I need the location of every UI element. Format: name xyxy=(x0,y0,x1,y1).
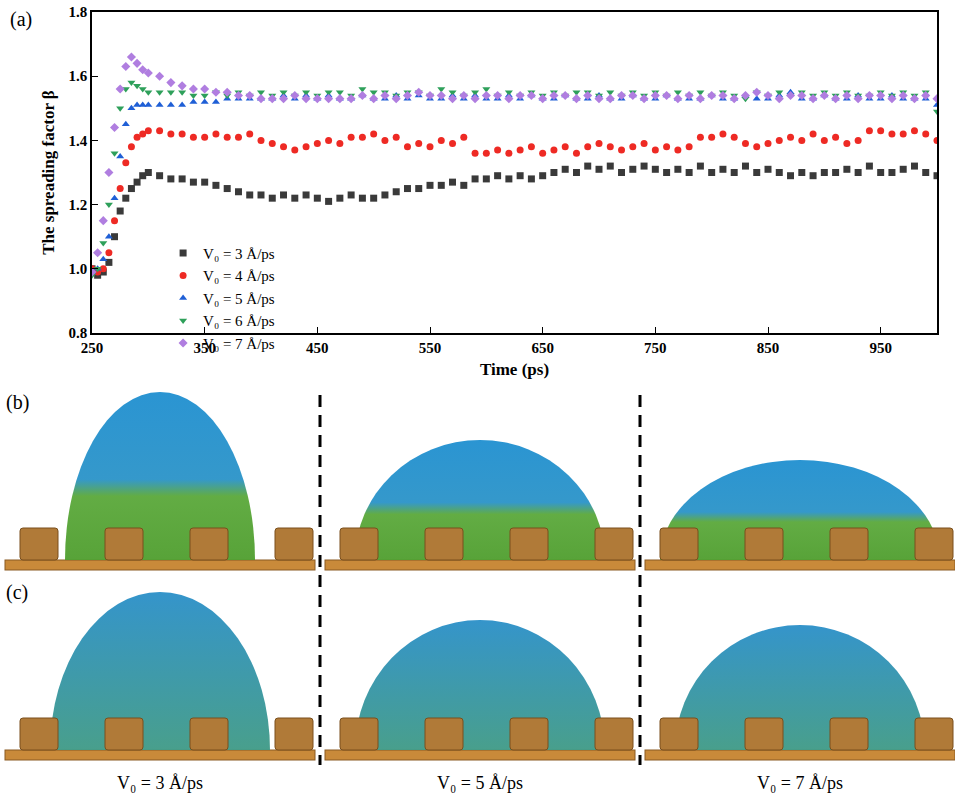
svg-text:V₀ = 6 Å/ps: V₀ = 6 Å/ps xyxy=(203,313,275,329)
svg-text:450: 450 xyxy=(306,340,329,356)
svg-text:750: 750 xyxy=(644,340,667,356)
svg-text:1.6: 1.6 xyxy=(69,68,88,84)
svg-text:0.8: 0.8 xyxy=(69,325,88,341)
svg-text:(a): (a) xyxy=(10,8,32,31)
svg-text:V₀ = 7 Å/ps: V₀ = 7 Å/ps xyxy=(757,773,843,793)
svg-text:Time (ps): Time (ps) xyxy=(480,360,549,379)
svg-text:V₀ = 5 Å/ps: V₀ = 5 Å/ps xyxy=(437,773,523,793)
svg-text:V₀ = 3 Å/ps: V₀ = 3 Å/ps xyxy=(203,246,275,262)
svg-text:V₀ = 7 Å/ps: V₀ = 7 Å/ps xyxy=(203,336,275,352)
svg-text:1.4: 1.4 xyxy=(69,133,88,149)
svg-text:1.2: 1.2 xyxy=(69,197,88,213)
svg-text:(c): (c) xyxy=(6,581,28,604)
svg-text:650: 650 xyxy=(531,340,554,356)
svg-text:1.0: 1.0 xyxy=(69,261,88,277)
svg-text:(b): (b) xyxy=(6,391,29,414)
svg-text:950: 950 xyxy=(869,340,892,356)
svg-text:V₀ = 3 Å/ps: V₀ = 3 Å/ps xyxy=(117,773,203,793)
svg-text:850: 850 xyxy=(757,340,780,356)
svg-text:1.8: 1.8 xyxy=(69,4,88,20)
svg-text:V₀ = 5 Å/ps: V₀ = 5 Å/ps xyxy=(203,291,275,307)
svg-text:250: 250 xyxy=(81,340,104,356)
svg-text:The spreading factor β: The spreading factor β xyxy=(39,90,58,255)
svg-text:550: 550 xyxy=(419,340,442,356)
svg-text:V₀ = 4 Å/ps: V₀ = 4 Å/ps xyxy=(203,268,275,284)
